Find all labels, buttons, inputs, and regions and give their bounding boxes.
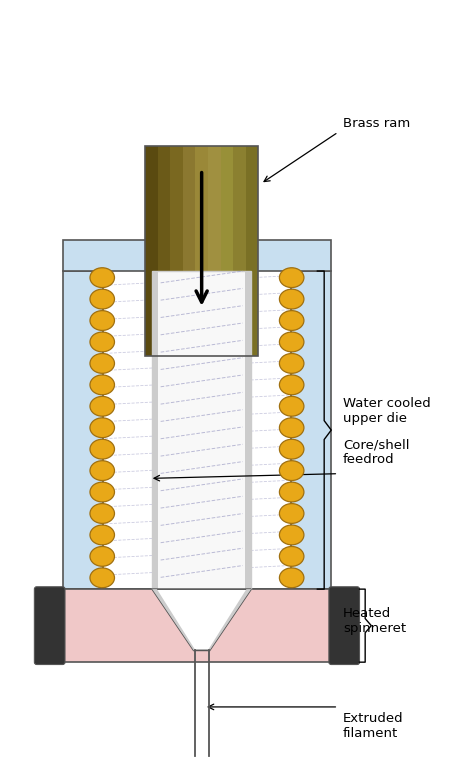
Bar [246, 146, 258, 356]
Ellipse shape [90, 461, 115, 481]
Ellipse shape [90, 332, 115, 352]
Ellipse shape [279, 547, 304, 567]
FancyBboxPatch shape [35, 587, 65, 665]
Ellipse shape [279, 332, 304, 352]
Bar [233, 146, 246, 356]
Text: Core/shell
feedrod: Core/shell feedrod [343, 438, 410, 466]
Ellipse shape [90, 375, 115, 395]
Bar [63, 271, 103, 589]
Ellipse shape [279, 482, 304, 502]
Bar [170, 146, 183, 356]
Ellipse shape [90, 482, 115, 502]
Polygon shape [152, 589, 196, 650]
Ellipse shape [90, 353, 115, 373]
Bar [36, 589, 357, 613]
Bar [291, 271, 331, 589]
Text: Water cooled
upper die: Water cooled upper die [343, 397, 431, 425]
Ellipse shape [279, 418, 304, 438]
Ellipse shape [279, 353, 304, 373]
Ellipse shape [279, 525, 304, 545]
Ellipse shape [279, 439, 304, 459]
Ellipse shape [90, 568, 115, 587]
Ellipse shape [279, 311, 304, 330]
Bar [145, 146, 258, 356]
Ellipse shape [279, 267, 304, 288]
Bar [36, 589, 357, 662]
Ellipse shape [279, 289, 304, 309]
Ellipse shape [279, 397, 304, 416]
Bar [195, 146, 208, 356]
Ellipse shape [90, 418, 115, 438]
Bar [103, 271, 291, 589]
Ellipse shape [90, 289, 115, 309]
Bar [63, 240, 331, 271]
Ellipse shape [90, 397, 115, 416]
Polygon shape [208, 589, 251, 650]
Bar [245, 271, 251, 589]
Bar [152, 271, 251, 589]
Text: Heated
spinneret: Heated spinneret [343, 607, 406, 635]
FancyBboxPatch shape [329, 587, 359, 665]
Ellipse shape [90, 311, 115, 330]
Ellipse shape [279, 375, 304, 395]
Bar [220, 146, 233, 356]
Ellipse shape [279, 503, 304, 523]
Bar [158, 146, 170, 356]
Ellipse shape [90, 267, 115, 288]
Ellipse shape [90, 503, 115, 523]
Bar [208, 146, 220, 356]
Ellipse shape [90, 547, 115, 567]
Polygon shape [152, 589, 251, 650]
Bar [145, 146, 158, 356]
Ellipse shape [90, 439, 115, 459]
Ellipse shape [90, 525, 115, 545]
Ellipse shape [279, 568, 304, 587]
Bar [152, 271, 158, 589]
Text: Brass ram: Brass ram [343, 117, 410, 130]
Bar [183, 146, 195, 356]
Ellipse shape [279, 461, 304, 481]
Text: Extruded
filament: Extruded filament [343, 712, 404, 740]
